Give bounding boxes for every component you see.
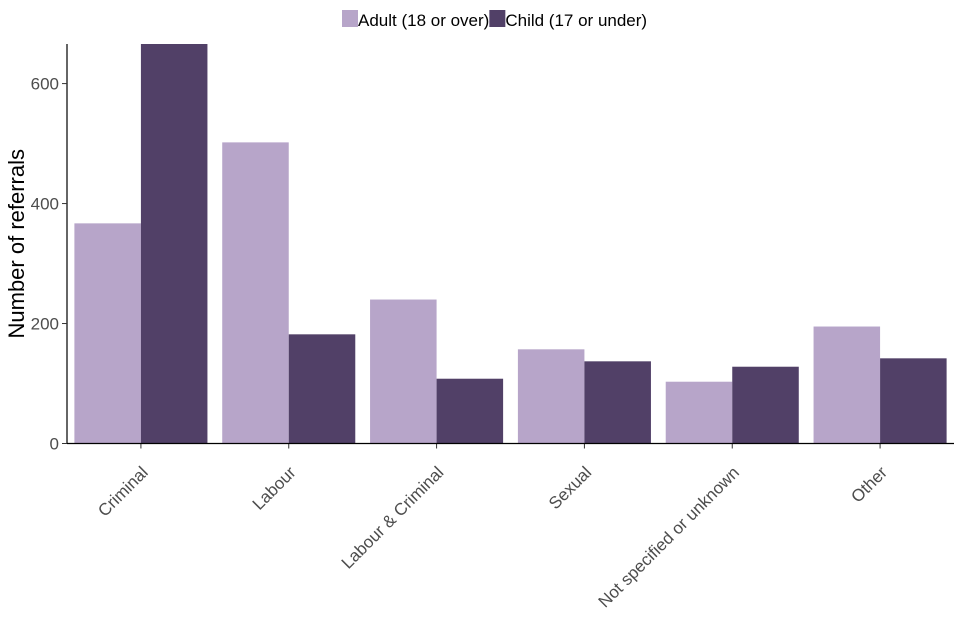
x-tick-label: Labour xyxy=(249,463,300,514)
bar-child xyxy=(140,44,208,444)
legend-label: Adult (18 or over) xyxy=(358,11,489,30)
x-tick-label: Not specified or unknown xyxy=(595,463,743,611)
bar-adult xyxy=(665,381,733,444)
y-tick-label: 600 xyxy=(31,75,59,94)
legend-swatch-adult xyxy=(342,10,358,27)
y-tick-label: 400 xyxy=(31,195,59,214)
x-tick-label: Criminal xyxy=(94,463,152,521)
legend-label: Child (17 or under) xyxy=(505,11,647,30)
bar-adult xyxy=(370,299,437,444)
y-axis-title: Number of referrals xyxy=(4,149,29,339)
bar-child xyxy=(732,366,799,444)
bar-adult xyxy=(517,349,585,444)
bar-adult xyxy=(74,223,141,444)
bar-adult xyxy=(222,142,289,444)
bar-child xyxy=(584,361,651,444)
y-tick-label: 200 xyxy=(31,315,59,334)
y-tick-label: 0 xyxy=(50,435,59,454)
bar-child xyxy=(880,358,947,444)
legend-swatch-child xyxy=(489,10,506,27)
x-tick-label: Sexual xyxy=(545,463,595,513)
bar-child xyxy=(436,378,504,444)
x-tick-label: Labour & Criminal xyxy=(338,463,448,573)
bar-child xyxy=(288,334,356,444)
x-tick-label: Other xyxy=(847,463,891,507)
bar-adult xyxy=(813,326,881,444)
